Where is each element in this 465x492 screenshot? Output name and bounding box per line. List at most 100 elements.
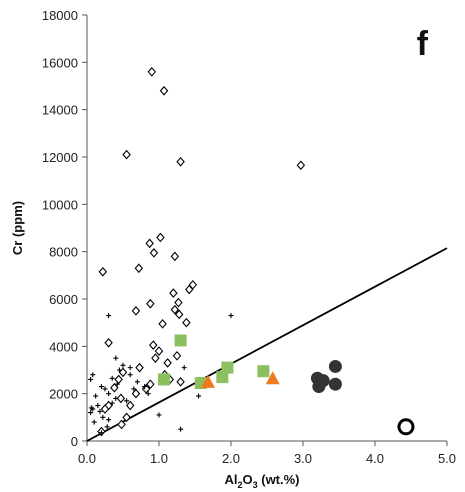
data-point-plus — [134, 379, 140, 385]
data-point-diamond-open — [170, 251, 180, 262]
data-point-plus — [106, 417, 112, 423]
data-point-triangle-filled — [200, 374, 215, 388]
y-tick-label: 4000 — [49, 339, 78, 354]
data-point-plus — [113, 395, 119, 401]
data-points — [88, 66, 415, 437]
x-tick-label: 1.0 — [150, 451, 168, 466]
x-tick-label: 2.0 — [222, 451, 240, 466]
data-point-diamond-open — [117, 419, 126, 430]
data-point-diamond-open — [163, 358, 172, 368]
data-point-plus — [131, 386, 137, 392]
data-point-plus — [91, 419, 97, 425]
data-point-diamond-open — [159, 85, 169, 96]
data-point-circle-filled — [328, 359, 342, 373]
data-point-diamond-open — [116, 393, 126, 404]
data-point-diamond-open — [185, 284, 194, 295]
panel-label: f — [417, 25, 429, 63]
data-point-plus — [104, 424, 110, 430]
data-point-diamond-open — [131, 388, 141, 399]
data-point-diamond-open — [98, 266, 108, 277]
data-point-plus — [90, 372, 96, 378]
data-point-diamond-open — [174, 297, 183, 308]
data-point-diamond-open — [176, 156, 185, 167]
data-point-plus — [102, 386, 108, 392]
x-tick-label: 0.0 — [78, 451, 96, 466]
data-point-plus — [114, 381, 120, 387]
data-point-plus — [178, 426, 184, 432]
data-point-plus — [93, 393, 99, 399]
data-point-plus — [113, 355, 119, 361]
data-point-plus — [116, 367, 122, 373]
data-point-square-filled — [221, 361, 234, 374]
x-axis-title-part: O — [242, 472, 252, 487]
data-point-plus — [109, 400, 115, 406]
data-point-plus — [88, 376, 94, 382]
data-point-square-filled — [216, 371, 229, 384]
y-axis-title: Cr (ppm) — [10, 201, 25, 255]
data-point-plus — [88, 410, 94, 416]
data-point-diamond-open — [134, 263, 144, 274]
x-axis-title-subscript: 3 — [253, 480, 258, 490]
x-tick-label: 4.0 — [366, 451, 384, 466]
data-point-square-filled — [174, 334, 187, 347]
x-tick-label: 3.0 — [294, 451, 312, 466]
data-point-plus — [124, 398, 130, 404]
data-point-diamond-open — [149, 340, 158, 350]
data-point-diamond-open — [114, 374, 123, 385]
data-point-square-filled — [257, 365, 270, 378]
data-point-square-filled — [158, 373, 171, 386]
data-point-diamond-open — [149, 248, 159, 258]
x-axis-title-subscript: 2 — [237, 480, 242, 490]
data-point-plus — [98, 384, 104, 390]
data-point-circle-filled — [328, 377, 342, 391]
x-axis-title-part: Al — [224, 472, 237, 487]
data-point-diamond-open — [100, 404, 110, 414]
data-point-plus — [106, 391, 112, 397]
data-point-plus — [156, 412, 162, 418]
x-axis-title: Al2O3 (wt.%) — [224, 472, 299, 490]
data-point-diamond-open — [104, 337, 113, 348]
data-point-plus — [100, 414, 106, 420]
y-tick-label: 18000 — [42, 8, 78, 23]
y-tick-label: 8000 — [49, 245, 78, 260]
data-point-plus — [181, 365, 187, 371]
data-point-plus — [142, 384, 148, 390]
data-point-plus — [88, 405, 94, 411]
data-point-plus — [228, 313, 234, 319]
data-point-diamond-open — [146, 379, 155, 390]
data-point-diamond-open — [125, 400, 135, 411]
y-tick-label: 6000 — [49, 292, 78, 307]
data-point-plus — [98, 430, 104, 436]
data-point-diamond-open — [169, 288, 178, 298]
data-point-diamond-open — [176, 376, 185, 387]
y-tick-label: 12000 — [42, 150, 78, 165]
data-point-plus — [120, 362, 126, 368]
y-tick-label: 10000 — [42, 197, 78, 212]
data-point-plus — [196, 393, 202, 399]
reference-line — [86, 247, 448, 442]
y-tick-label: 0 — [71, 434, 78, 449]
data-point-plus — [109, 375, 115, 381]
data-point-circle-open — [397, 418, 415, 436]
data-point-diamond-open — [151, 353, 160, 364]
data-point-plus — [106, 313, 112, 319]
data-point-diamond-open — [172, 350, 182, 361]
data-point-diamond-open — [122, 149, 131, 160]
data-point-diamond-open — [122, 412, 131, 423]
axes: 0 2000 4000 6000 8000 10000 12000 14000 16000 180… — [42, 8, 456, 466]
y-tick-label: 16000 — [42, 55, 78, 70]
data-point-plus — [95, 403, 101, 408]
data-point-diamond-open — [156, 232, 165, 243]
data-point-plus — [127, 365, 133, 371]
data-point-plus — [127, 372, 133, 378]
data-point-diamond-open — [188, 279, 198, 290]
data-point-diamond-open — [174, 309, 184, 320]
data-point-diamond-open — [158, 319, 167, 329]
y-tick-label: 2000 — [49, 387, 78, 402]
data-point-diamond-open — [182, 317, 191, 328]
data-point-diamond-open — [154, 346, 164, 356]
data-point-diamond-open — [131, 305, 141, 316]
data-point-diamond-open — [170, 304, 180, 315]
data-point-diamond-open — [146, 298, 155, 309]
